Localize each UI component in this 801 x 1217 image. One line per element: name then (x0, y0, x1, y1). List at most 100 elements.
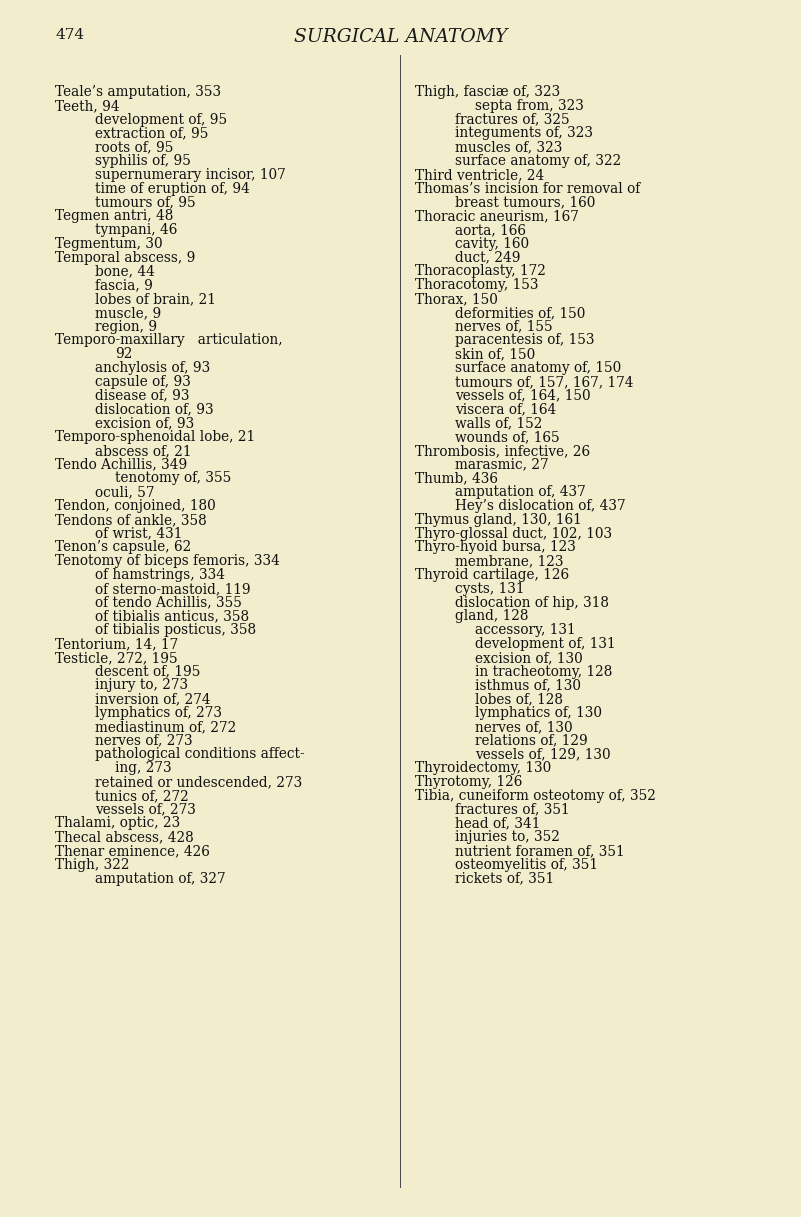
Text: muscle, 9: muscle, 9 (95, 305, 161, 320)
Text: Thenar eminence, 426: Thenar eminence, 426 (55, 845, 210, 858)
Text: Thymus gland, 130, 161: Thymus gland, 130, 161 (415, 512, 582, 527)
Text: extraction of, 95: extraction of, 95 (95, 127, 208, 140)
Text: Thrombosis, infective, 26: Thrombosis, infective, 26 (415, 444, 590, 458)
Text: vessels of, 273: vessels of, 273 (95, 802, 196, 817)
Text: breast tumours, 160: breast tumours, 160 (455, 196, 595, 209)
Text: fascia, 9: fascia, 9 (95, 279, 153, 292)
Text: roots of, 95: roots of, 95 (95, 140, 173, 155)
Text: Temporal abscess, 9: Temporal abscess, 9 (55, 251, 195, 264)
Text: disease of, 93: disease of, 93 (95, 388, 190, 403)
Text: nerves of, 273: nerves of, 273 (95, 734, 192, 747)
Text: descent of, 195: descent of, 195 (95, 664, 200, 679)
Text: nerves of, 155: nerves of, 155 (455, 320, 553, 333)
Text: tunics of, 272: tunics of, 272 (95, 789, 189, 803)
Text: Thigh, 322: Thigh, 322 (55, 858, 130, 871)
Text: capsule of, 93: capsule of, 93 (95, 375, 191, 388)
Text: of wrist, 431: of wrist, 431 (95, 527, 183, 540)
Text: abscess of, 21: abscess of, 21 (95, 444, 191, 458)
Text: fractures of, 351: fractures of, 351 (455, 802, 570, 817)
Text: tympani, 46: tympani, 46 (95, 223, 177, 237)
Text: muscles of, 323: muscles of, 323 (455, 140, 562, 155)
Text: retained or undescended, 273: retained or undescended, 273 (95, 775, 302, 789)
Text: Thyrotomy, 126: Thyrotomy, 126 (415, 775, 522, 789)
Text: vessels of, 129, 130: vessels of, 129, 130 (475, 747, 610, 762)
Text: Thyroid cartilage, 126: Thyroid cartilage, 126 (415, 568, 570, 582)
Text: dislocation of, 93: dislocation of, 93 (95, 403, 214, 416)
Text: Tendons of ankle, 358: Tendons of ankle, 358 (55, 512, 207, 527)
Text: Thyro-hyoid bursa, 123: Thyro-hyoid bursa, 123 (415, 540, 576, 555)
Text: Thyroidectomy, 130: Thyroidectomy, 130 (415, 761, 551, 775)
Text: Tenotomy of biceps femoris, 334: Tenotomy of biceps femoris, 334 (55, 554, 280, 568)
Text: mediastinum of, 272: mediastinum of, 272 (95, 719, 236, 734)
Text: duct, 249: duct, 249 (455, 251, 521, 264)
Text: Thomas’s incision for removal of: Thomas’s incision for removal of (415, 181, 640, 196)
Text: marasmic, 27: marasmic, 27 (455, 458, 549, 472)
Text: of sterno-mastoid, 119: of sterno-mastoid, 119 (95, 582, 251, 596)
Text: Tibia, cuneiform osteotomy of, 352: Tibia, cuneiform osteotomy of, 352 (415, 789, 656, 803)
Text: tumours of, 95: tumours of, 95 (95, 196, 195, 209)
Text: amputation of, 327: amputation of, 327 (95, 871, 226, 886)
Text: Tegmen antri, 48: Tegmen antri, 48 (55, 209, 173, 223)
Text: Tendon, conjoined, 180: Tendon, conjoined, 180 (55, 499, 215, 514)
Text: excision of, 93: excision of, 93 (95, 416, 195, 430)
Text: Tegmentum, 30: Tegmentum, 30 (55, 237, 163, 251)
Text: Thoracoplasty, 172: Thoracoplasty, 172 (415, 264, 545, 279)
Text: development of, 95: development of, 95 (95, 113, 227, 127)
Text: Thorax, 150: Thorax, 150 (415, 292, 498, 305)
Text: Third ventricle, 24: Third ventricle, 24 (415, 168, 544, 181)
Text: surface anatomy of, 322: surface anatomy of, 322 (455, 155, 622, 168)
Text: of hamstrings, 334: of hamstrings, 334 (95, 568, 225, 582)
Text: SURGICAL ANATOMY: SURGICAL ANATOMY (294, 28, 507, 46)
Text: relations of, 129: relations of, 129 (475, 734, 588, 747)
Text: Tenon’s capsule, 62: Tenon’s capsule, 62 (55, 540, 191, 555)
Text: bone, 44: bone, 44 (95, 264, 155, 279)
Text: accessory, 131: accessory, 131 (475, 623, 576, 638)
Text: tumours of, 157, 167, 174: tumours of, 157, 167, 174 (455, 375, 634, 388)
Text: inversion of, 274: inversion of, 274 (95, 692, 211, 706)
Text: Thalami, optic, 23: Thalami, optic, 23 (55, 817, 180, 830)
Text: gland, 128: gland, 128 (455, 610, 529, 623)
Text: Thumb, 436: Thumb, 436 (415, 471, 498, 486)
Text: aorta, 166: aorta, 166 (455, 223, 526, 237)
Text: Temporo-sphenoidal lobe, 21: Temporo-sphenoidal lobe, 21 (55, 430, 256, 444)
Text: paracentesis of, 153: paracentesis of, 153 (455, 333, 594, 347)
Text: of tendo Achillis, 355: of tendo Achillis, 355 (95, 595, 242, 610)
Text: rickets of, 351: rickets of, 351 (455, 871, 554, 886)
Text: lobes of brain, 21: lobes of brain, 21 (95, 292, 216, 305)
Text: of tibialis anticus, 358: of tibialis anticus, 358 (95, 610, 249, 623)
Text: syphilis of, 95: syphilis of, 95 (95, 155, 191, 168)
Text: fractures of, 325: fractures of, 325 (455, 113, 570, 127)
Text: region, 9: region, 9 (95, 320, 157, 333)
Text: cavity, 160: cavity, 160 (455, 237, 529, 251)
Text: cysts, 131: cysts, 131 (455, 582, 525, 596)
Text: lymphatics of, 130: lymphatics of, 130 (475, 706, 602, 720)
Text: septa from, 323: septa from, 323 (475, 99, 584, 113)
Text: anchylosis of, 93: anchylosis of, 93 (95, 361, 210, 375)
Text: of tibialis posticus, 358: of tibialis posticus, 358 (95, 623, 256, 638)
Text: membrane, 123: membrane, 123 (455, 554, 563, 568)
Text: Tentorium, 14, 17: Tentorium, 14, 17 (55, 636, 179, 651)
Text: tenotomy of, 355: tenotomy of, 355 (115, 471, 231, 486)
Text: time of eruption of, 94: time of eruption of, 94 (95, 181, 250, 196)
Text: injuries to, 352: injuries to, 352 (455, 830, 560, 845)
Text: supernumerary incisor, 107: supernumerary incisor, 107 (95, 168, 286, 181)
Text: vessels of, 164, 150: vessels of, 164, 150 (455, 388, 590, 403)
Text: Hey’s dislocation of, 437: Hey’s dislocation of, 437 (455, 499, 626, 514)
Text: deformities of, 150: deformities of, 150 (455, 305, 586, 320)
Text: 474: 474 (55, 28, 84, 43)
Text: in tracheotomy, 128: in tracheotomy, 128 (475, 664, 613, 679)
Text: head of, 341: head of, 341 (455, 817, 541, 830)
Text: injury to, 273: injury to, 273 (95, 678, 188, 692)
Text: Teeth, 94: Teeth, 94 (55, 99, 119, 113)
Text: dislocation of hip, 318: dislocation of hip, 318 (455, 595, 609, 610)
Text: Tendo Achillis, 349: Tendo Achillis, 349 (55, 458, 187, 472)
Text: amputation of, 437: amputation of, 437 (455, 486, 586, 499)
Text: walls of, 152: walls of, 152 (455, 416, 542, 430)
Text: development of, 131: development of, 131 (475, 636, 616, 651)
Text: lobes of, 128: lobes of, 128 (475, 692, 563, 706)
Text: oculi, 57: oculi, 57 (95, 486, 155, 499)
Text: Teale’s amputation, 353: Teale’s amputation, 353 (55, 85, 221, 99)
Text: Thyro-glossal duct, 102, 103: Thyro-glossal duct, 102, 103 (415, 527, 612, 540)
Text: wounds of, 165: wounds of, 165 (455, 430, 560, 444)
Text: viscera of, 164: viscera of, 164 (455, 403, 556, 416)
